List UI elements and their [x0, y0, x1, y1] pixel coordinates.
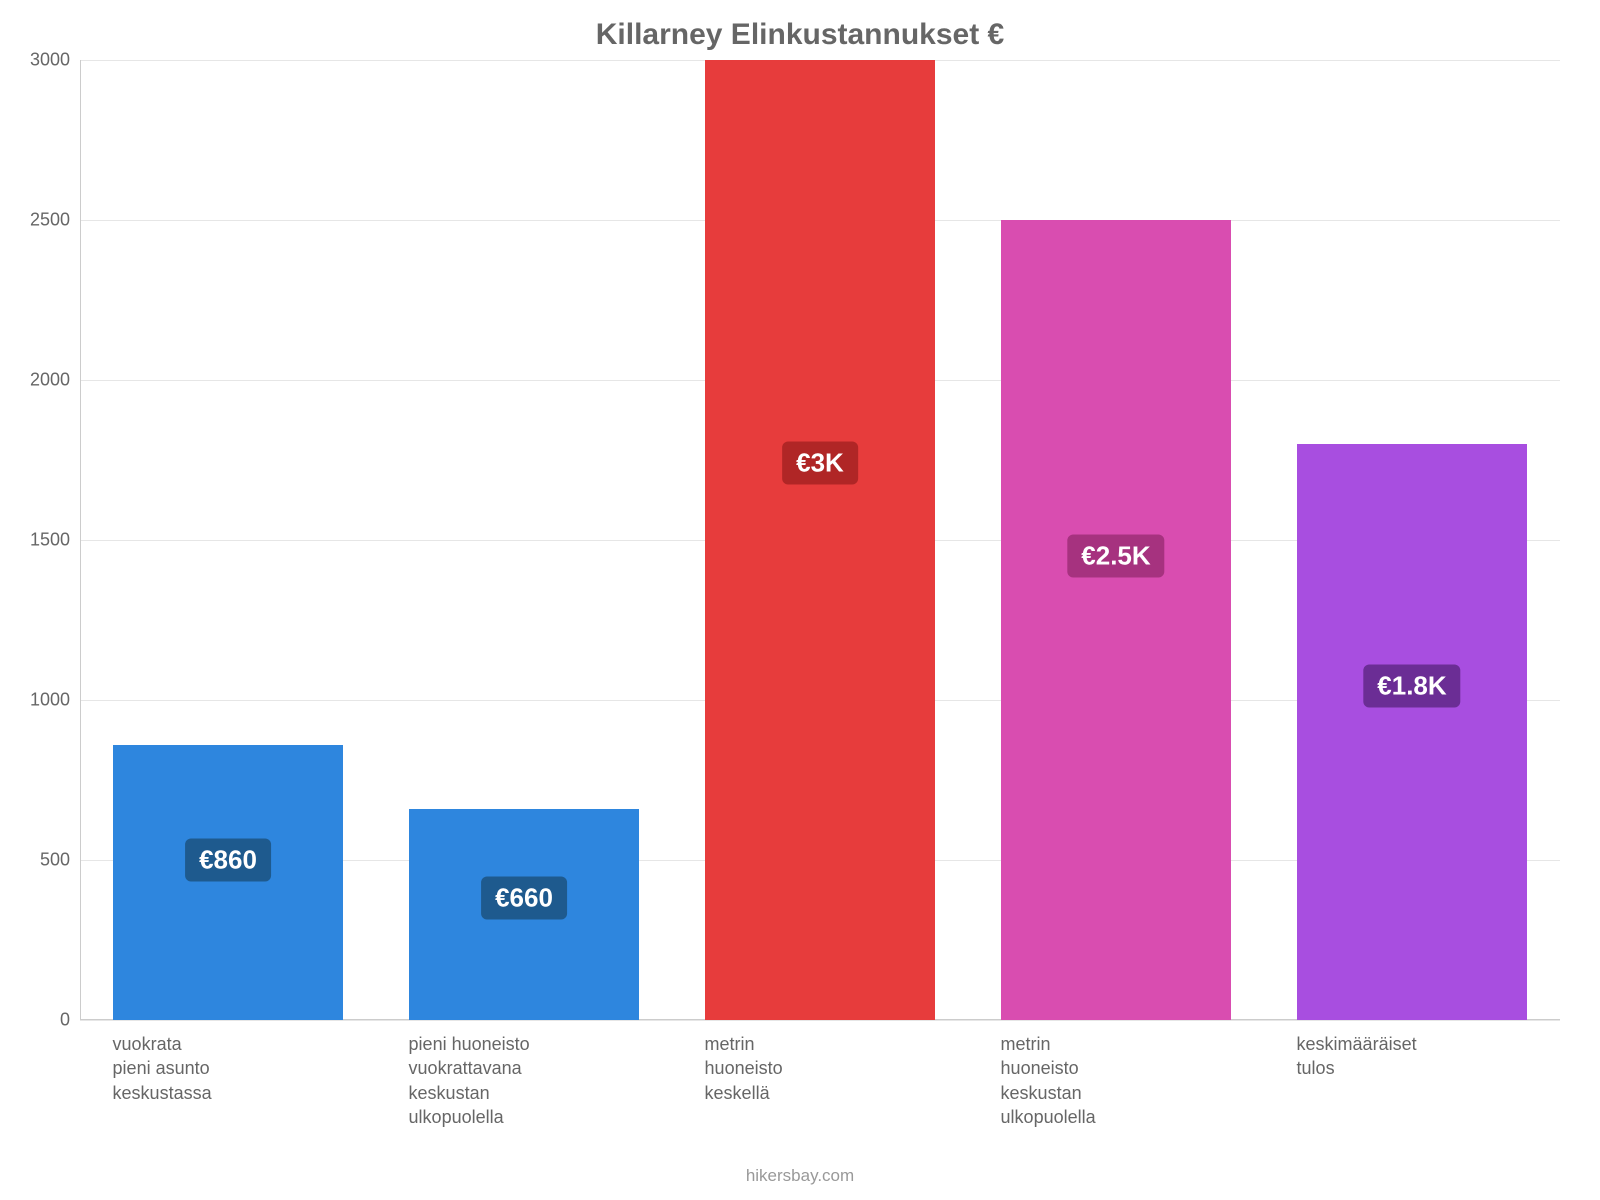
chart-title: Killarney Elinkustannukset €: [0, 18, 1600, 52]
bar-value-label: €860: [185, 839, 271, 882]
x-tick-label: vuokrata pieni asunto keskustassa: [113, 1032, 212, 1105]
y-tick-label: 1000: [30, 690, 80, 711]
y-tick-label: 2000: [30, 370, 80, 391]
bar-value-label: €3K: [782, 442, 858, 485]
bar: €2.5K: [1001, 220, 1232, 1020]
plot-area: 050010001500200025003000 €860€660€3K€2.5…: [80, 60, 1560, 1020]
bar: €1.8K: [1297, 444, 1528, 1020]
x-tick-label: keskimääräiset tulos: [1297, 1032, 1417, 1081]
y-tick-label: 0: [60, 1010, 80, 1031]
gridline: [80, 1020, 1560, 1021]
x-tick-label: metrin huoneisto keskellä: [705, 1032, 783, 1105]
y-tick-label: 3000: [30, 50, 80, 71]
bar-value-label: €1.8K: [1363, 664, 1460, 707]
bar: €860: [113, 745, 344, 1020]
x-tick-label: pieni huoneisto vuokrattavana keskustan …: [409, 1032, 530, 1129]
bar: €3K: [705, 60, 936, 1020]
cost-of-living-chart: Killarney Elinkustannukset € 0 500 1000 150…: [0, 0, 1600, 1200]
y-tick-label: 500: [40, 850, 80, 871]
bar-value-label: €2.5K: [1067, 535, 1164, 578]
y-tick-label: 1500: [30, 530, 80, 551]
x-tick-label: metrin huoneisto keskustan ulkopuolella: [1001, 1032, 1096, 1129]
y-tick-label: 2500: [30, 210, 80, 231]
bars-container: €860 €660 €3K €2.5K €1.8K: [80, 60, 1560, 1020]
bar: €660: [409, 809, 640, 1020]
bar-value-label: €660: [481, 876, 567, 919]
attribution-text: hikersbay.com: [0, 1166, 1600, 1186]
